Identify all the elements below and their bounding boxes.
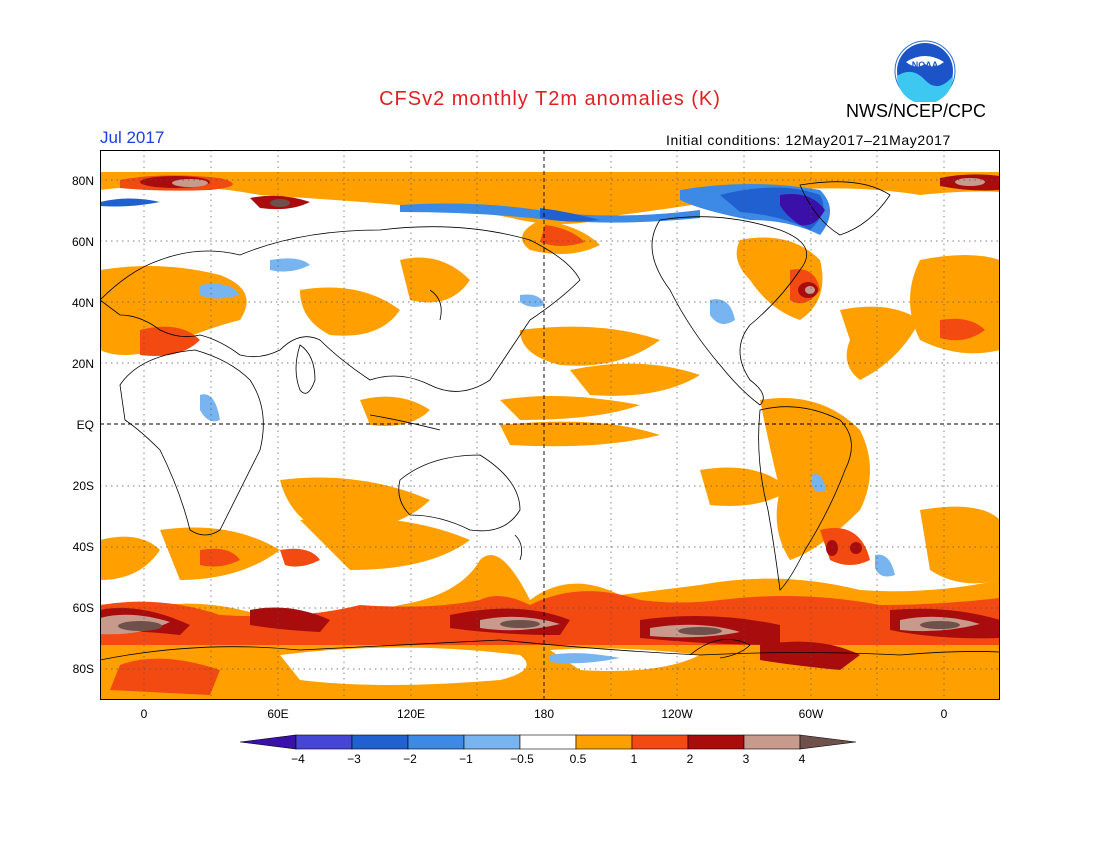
lon-label-0-west: 0 — [140, 707, 148, 721]
colorbar-arrow-low — [240, 734, 297, 750]
colorbar-swatch — [519, 734, 577, 750]
colorbar-label: 0.5 — [569, 752, 587, 766]
lat-label-60n: 60N — [71, 235, 94, 249]
lon-label-0-east: 0 — [940, 707, 948, 721]
noaa-logo: NOAA — [894, 40, 956, 104]
map-gridlines — [100, 150, 1000, 700]
lat-label-80s: 80S — [72, 662, 94, 676]
continent-outlines — [100, 181, 1000, 661]
lat-label-eq: EQ — [76, 418, 94, 432]
lon-label-180: 180 — [533, 707, 555, 721]
colorbar-label: 1 — [630, 752, 638, 766]
lat-label-20n: 20N — [71, 357, 94, 371]
colorbar-label: 3 — [742, 752, 750, 766]
colorbar-swatch — [295, 734, 353, 750]
colorbar-swatch — [407, 734, 465, 750]
colorbar-arrow-high — [799, 734, 857, 750]
arctic-band — [100, 172, 1000, 235]
lat-label-40s: 40S — [72, 540, 94, 554]
colorbar-label: −4 — [291, 752, 305, 766]
cool-patches — [200, 258, 895, 577]
colorbar-swatch — [743, 734, 801, 750]
colorbar-swatch — [631, 734, 689, 750]
southern-warm-band — [100, 555, 1000, 700]
midlatitude-patches — [100, 220, 1000, 380]
lat-label-60s: 60S — [72, 601, 94, 615]
colorbar-label: −2 — [403, 752, 417, 766]
colorbar-label: −1 — [459, 752, 473, 766]
lat-label-20s: 20S — [72, 479, 94, 493]
colorbar-swatch — [351, 734, 409, 750]
lon-label-120w: 120W — [661, 707, 693, 721]
lat-label-40n: 40N — [71, 296, 94, 310]
lon-label-60w: 60W — [798, 707, 824, 721]
colorbar-label: −3 — [347, 752, 361, 766]
anomaly-map — [100, 150, 1000, 700]
equator-dateline — [100, 150, 1000, 700]
lon-label-120e: 120E — [396, 707, 426, 721]
colorbar-label: −0.5 — [510, 752, 534, 766]
colorbar-swatch — [463, 734, 521, 750]
colorbar-label: 4 — [798, 752, 806, 766]
colorbar-label: 2 — [686, 752, 694, 766]
agency-label: NWS/NCEP/CPC — [846, 101, 987, 121]
forecast-month: Jul 2017 — [100, 128, 165, 147]
colorbar-swatch — [687, 734, 745, 750]
noaa-logo-text: NOAA — [912, 60, 939, 70]
initial-conditions: Initial conditions: 12May2017–21May2017 — [666, 132, 951, 148]
colorbar-swatch — [575, 734, 633, 750]
lon-label-60e: 60E — [267, 707, 289, 721]
chart-title: CFSv2 monthly T2m anomalies (K) — [379, 88, 721, 110]
colorbar — [240, 734, 857, 750]
lat-label-80n: 80N — [71, 174, 94, 188]
